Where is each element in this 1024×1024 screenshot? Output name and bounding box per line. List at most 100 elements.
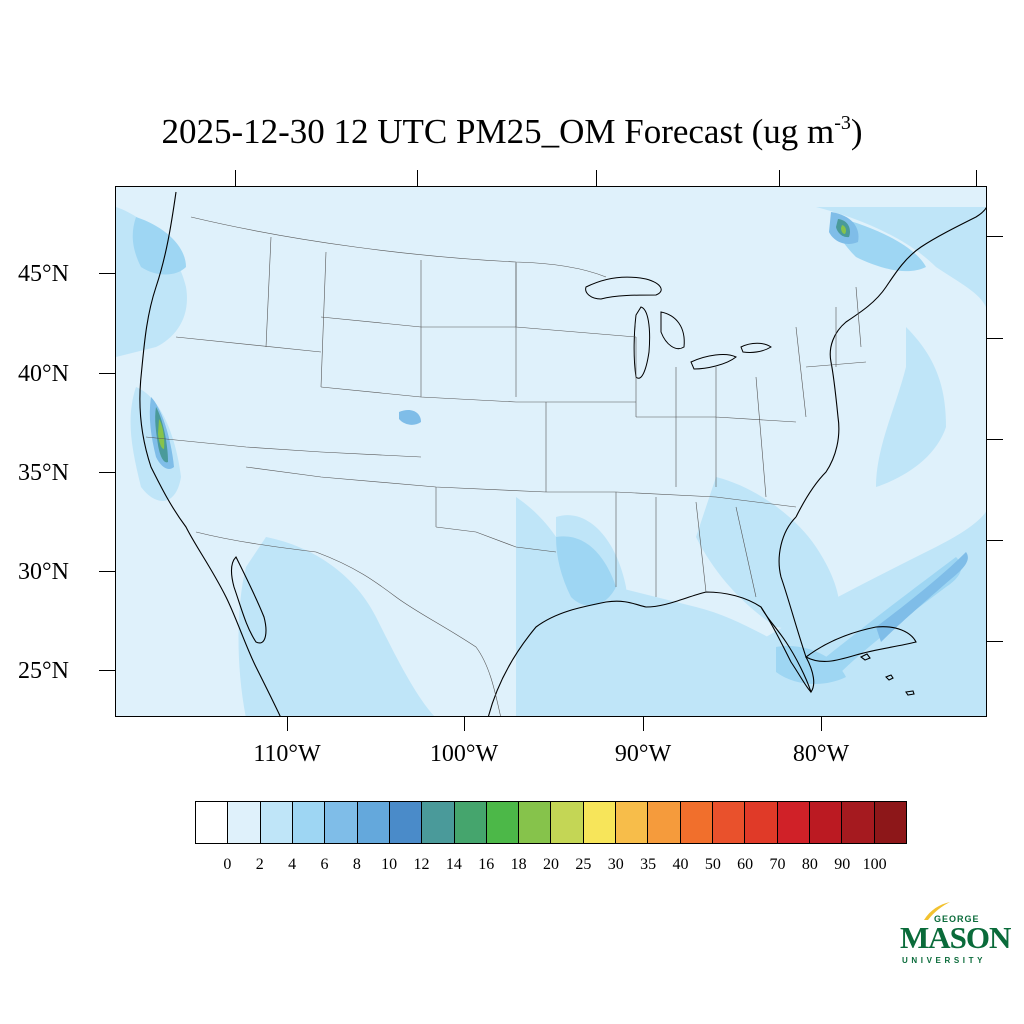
lon-label-110w: 110°W [253, 741, 321, 767]
colorbar-swatch-0 [196, 802, 229, 843]
colorbar-swatch-5 [357, 802, 390, 843]
border-southeast [615, 492, 757, 598]
border-northeast [795, 286, 867, 418]
colorbar-swatch-15 [680, 802, 713, 843]
map-title: 2025-12-30 12 UTC PM25_OM Forecast (ug m… [0, 112, 1024, 152]
colorbar-label-7: 14 [445, 856, 462, 873]
cuba [804, 626, 917, 663]
concentration-teal-areas [155, 219, 850, 463]
lake-superior [585, 276, 662, 300]
colorbar-label-16: 60 [737, 856, 754, 873]
colorbar-label-18: 80 [801, 856, 818, 873]
colorbar-label-17: 70 [769, 856, 786, 873]
colorbar-label-13: 35 [640, 856, 657, 873]
left-tick-25n [99, 670, 115, 671]
lon-label-100w: 100°W [429, 741, 499, 767]
state-boundaries [145, 216, 867, 716]
colorbar-label-1: 2 [255, 856, 264, 873]
shade-washington [132, 217, 186, 275]
right-tick-1 [987, 236, 1003, 237]
logo-george: GEORGE [934, 914, 980, 924]
right-tick-2 [987, 338, 1003, 339]
border-texas [435, 487, 557, 553]
lat-label-35n: 35°N [18, 460, 69, 486]
great-lakes [585, 276, 772, 379]
shade-quebec [816, 207, 986, 308]
colorbar-label-0: 0 [223, 856, 232, 873]
right-tick-4 [987, 540, 1003, 541]
left-tick-40n [99, 373, 115, 374]
colorbar-swatch-8 [454, 802, 487, 843]
coastlines [139, 191, 986, 716]
colorbar-label-14: 40 [672, 856, 689, 873]
colorbar-label-10: 20 [543, 856, 559, 873]
border-west-lat [145, 336, 422, 458]
colorbar [195, 801, 907, 844]
border-mexico [195, 531, 501, 716]
colorbar-swatch-1 [228, 802, 261, 843]
lat-label-45n: 45°N [18, 261, 69, 287]
logo-swoosh-icon [924, 902, 950, 920]
lon-label-80w: 80°W [792, 741, 850, 767]
colorbar-swatch-16 [713, 802, 746, 843]
colorbar-swatch-17 [745, 802, 778, 843]
lake-erie [690, 354, 737, 370]
shade-southeast [696, 477, 840, 637]
colorbar-label-3: 6 [320, 856, 329, 873]
colorbar-label-2: 4 [288, 856, 297, 873]
colorbar-swatch-14 [648, 802, 681, 843]
colorbar-swatch-10 [519, 802, 552, 843]
top-tick-70w [976, 170, 977, 186]
left-tick-35n [99, 472, 115, 473]
colorbar-label-9: 18 [510, 856, 527, 873]
colorbar-label-5: 10 [381, 856, 398, 873]
colorbar-label-4: 8 [352, 856, 361, 873]
concentration-green-areas [158, 225, 846, 449]
shade-louisiana [556, 536, 616, 606]
colorbar-swatch-19 [809, 802, 843, 843]
border-midwest [636, 367, 797, 498]
coastline-gulf [487, 591, 812, 716]
forecast-map [115, 186, 987, 717]
bottom-tick-100w [464, 717, 465, 731]
map-title-superscript: -3 [834, 112, 851, 134]
colorbar-label-12: 30 [607, 856, 624, 873]
colorbar-label-19: 90 [834, 856, 851, 873]
shade-florida-keys [776, 646, 846, 684]
colorbar-label-8: 16 [478, 856, 495, 873]
border-canada [190, 216, 607, 278]
map-title-close: ) [850, 112, 863, 151]
top-tick-110w [235, 170, 236, 186]
right-tick-3 [987, 439, 1003, 440]
shade-east-coast [876, 327, 946, 487]
coastline-florida [760, 516, 815, 694]
colorbar-swatch-7 [422, 802, 455, 843]
border-mid-lat [320, 316, 636, 403]
top-tick-90w [596, 170, 597, 186]
shade-mexico-north [238, 537, 435, 716]
logo-university: UNIVERSITY [902, 956, 987, 965]
top-tick-80w [779, 170, 780, 186]
shade-ontario [835, 217, 926, 272]
colorbar-label-6: 12 [413, 856, 430, 873]
lon-label-90w: 90°W [614, 741, 672, 767]
map-title-text: 2025-12-30 12 UTC PM25_OM Forecast (ug m [161, 112, 835, 151]
right-tick-5 [987, 641, 1003, 642]
shade-colorado [399, 410, 421, 425]
baja-peninsula [231, 556, 267, 644]
colorbar-swatch-21 [874, 802, 906, 843]
colorbar-swatch-11 [551, 802, 584, 843]
border-plains [515, 262, 637, 492]
bottom-tick-80w [821, 717, 822, 731]
shade-quebec-hotspot [841, 225, 846, 234]
colorbar-swatch-4 [325, 802, 358, 843]
lat-label-30n: 30°N [18, 559, 69, 585]
colorbar-swatch-18 [777, 802, 810, 843]
bahamas-islands [859, 653, 915, 696]
lake-huron [660, 311, 685, 350]
lat-label-40n: 40°N [18, 361, 69, 387]
colorbar-swatch-13 [616, 802, 649, 843]
bottom-tick-110w [287, 717, 288, 731]
colorbar-swatch-20 [842, 802, 875, 843]
lake-michigan [633, 306, 651, 379]
